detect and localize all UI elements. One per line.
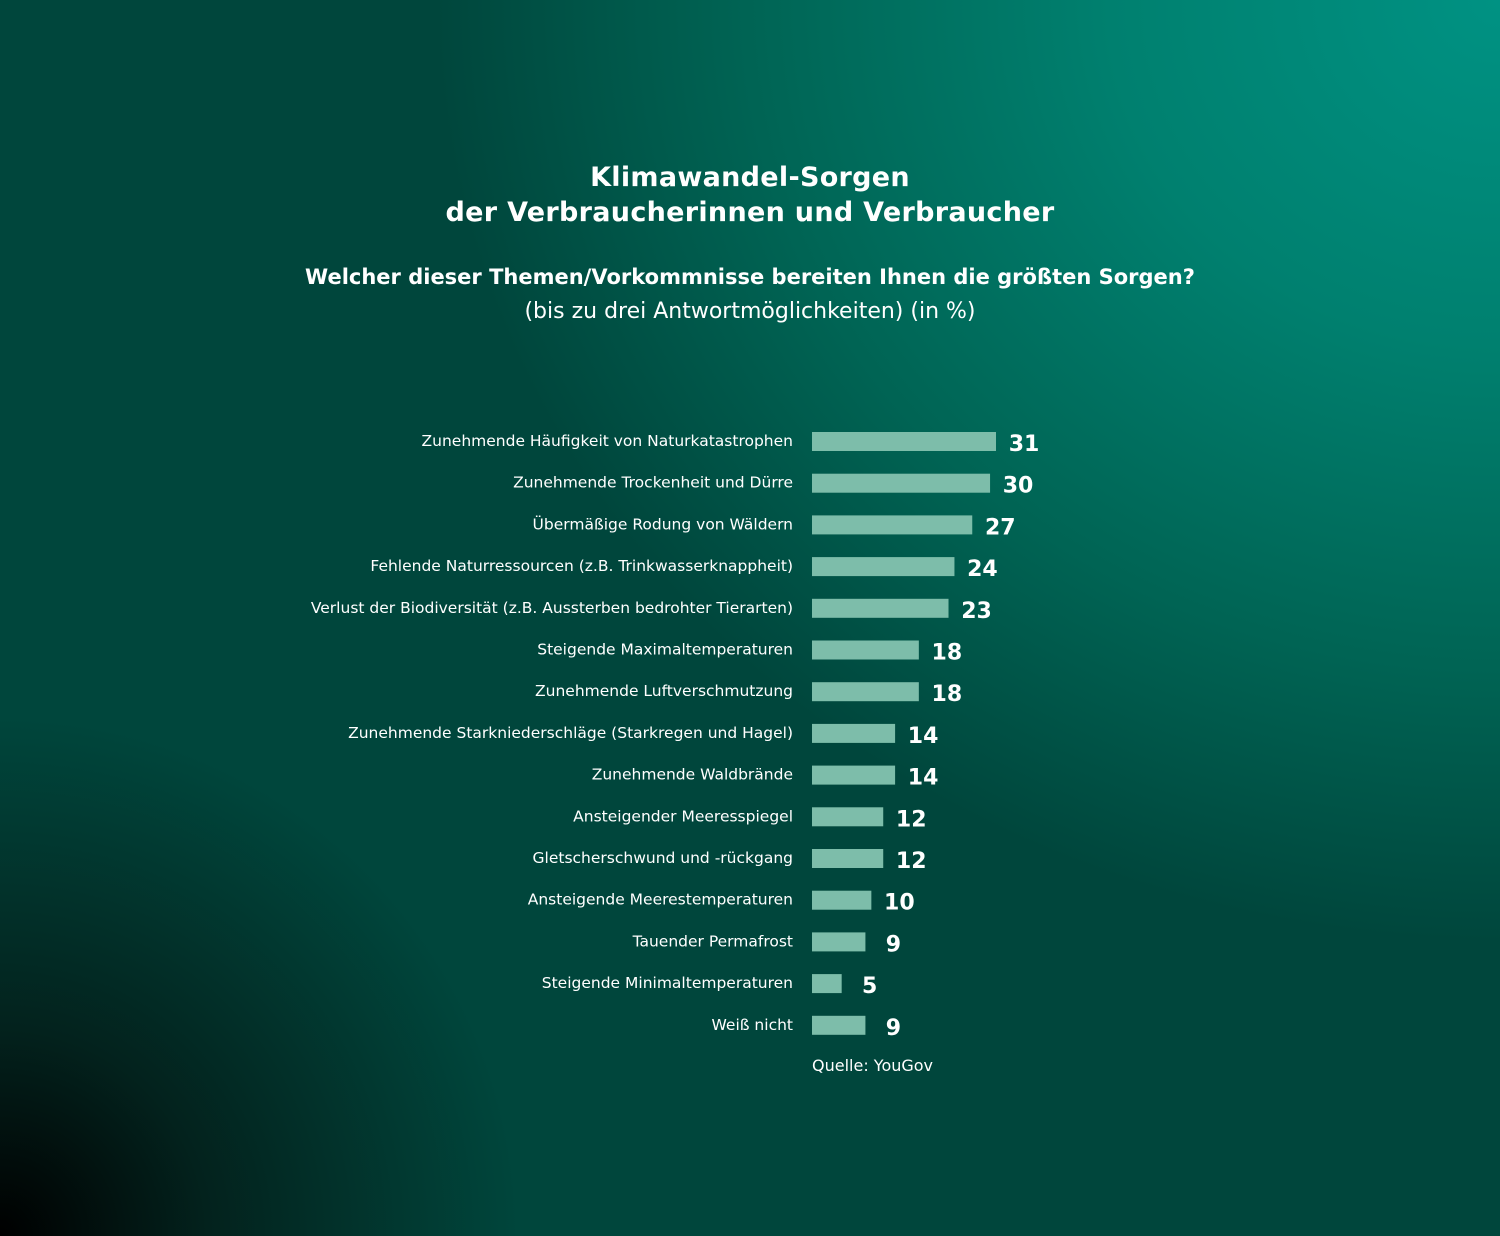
bar [812, 932, 866, 952]
value-label: 14 [908, 724, 939, 749]
category-label: Zunehmende Luftverschmutzung [535, 682, 793, 700]
value-label: 18 [932, 682, 963, 707]
category-label: Verlust der Biodiversität (z.B. Aussterb… [311, 599, 793, 617]
value-label: 24 [967, 557, 998, 582]
bar [812, 598, 949, 618]
bar [812, 473, 991, 493]
value-label: 12 [896, 807, 927, 832]
category-label: Zunehmende Häufigkeit von Naturkatastrop… [422, 432, 793, 450]
category-label: Weiß nicht [711, 1016, 793, 1034]
category-label: Zunehmende Trockenheit und Dürre [513, 474, 793, 492]
bar [812, 1015, 866, 1035]
bar [812, 515, 973, 535]
value-label: 23 [961, 599, 992, 624]
category-label: Gletscherschwund und -rückgang [533, 849, 793, 867]
value-label: 5 [862, 974, 877, 999]
value-label: 12 [896, 849, 927, 874]
chart-title-line-1: Klimawandel-Sorgen [590, 162, 910, 193]
category-label: Tauender Permafrost [632, 932, 793, 950]
survey-question: Welcher dieser Themen/Vorkommnisse berei… [305, 265, 1195, 289]
source-note: Quelle: YouGov [812, 1056, 934, 1075]
value-label: 10 [884, 891, 915, 916]
chart-title: Klimawandel-Sorgen der Verbraucherinnen … [0, 160, 1500, 230]
bar [812, 432, 996, 451]
bar [812, 849, 884, 868]
bar [812, 765, 896, 785]
value-label: 30 [1003, 474, 1034, 499]
bar [812, 640, 919, 660]
category-label: Zunehmende Waldbrände [592, 766, 793, 784]
bar [812, 723, 896, 743]
bar [812, 890, 872, 910]
category-label: Ansteigende Meerestemperaturen [528, 891, 793, 909]
bar [812, 807, 884, 827]
category-label: Zunehmende Starkniederschläge (Starkrege… [348, 724, 793, 742]
value-label: 9 [886, 932, 901, 957]
value-label: 31 [1009, 432, 1040, 457]
answer-note: (bis zu drei Antwortmöglichkeiten) (in %… [524, 299, 976, 324]
chart-title-line-2: der Verbraucherinnen und Verbraucher [445, 197, 1055, 228]
value-label: 27 [985, 515, 1016, 540]
value-label: 9 [886, 1016, 901, 1041]
bar [812, 974, 842, 994]
category-label: Steigende Maximaltemperaturen [537, 641, 793, 659]
category-label: Ansteigender Meeresspiegel [573, 807, 793, 825]
bar [812, 682, 919, 702]
value-label: 18 [932, 641, 963, 666]
category-label: Übermäßige Rodung von Wäldern [533, 514, 793, 533]
bar [812, 557, 955, 577]
value-label: 14 [908, 766, 939, 791]
category-label: Fehlende Naturressourcen (z.B. Trinkwass… [370, 557, 793, 575]
category-label: Steigende Minimaltemperaturen [542, 974, 793, 992]
